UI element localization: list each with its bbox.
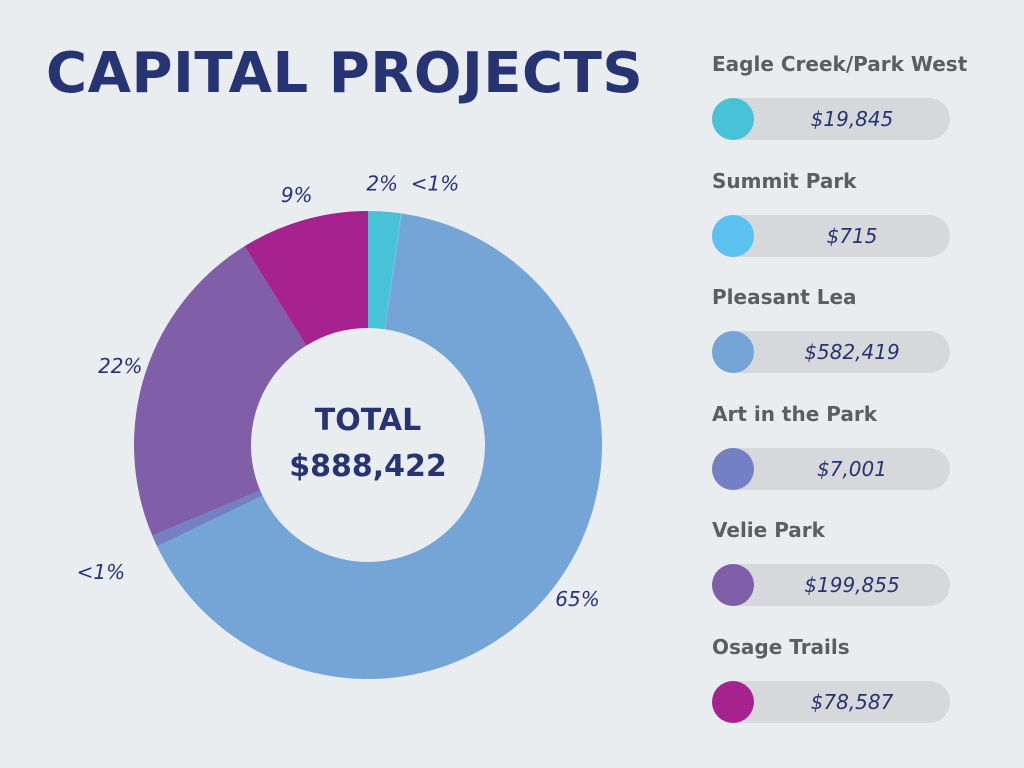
legend-amount-pill: $7,001 [712, 447, 950, 490]
donut-slice [152, 490, 263, 547]
legend-amount: $7,001 [817, 456, 887, 481]
slice-percent-label: <1% [411, 172, 460, 196]
donut-slice [133, 246, 307, 536]
legend-item: Art in the Park $7,001 [712, 396, 992, 513]
legend-item-name: Eagle Creek/Park West [712, 52, 968, 76]
legend-amount: $19,845 [810, 107, 894, 131]
legend: Eagle Creek/Park West $19,845 Summit Park $… [712, 46, 992, 746]
legend-item-name: Pleasant Lea [712, 285, 857, 310]
legend-color-dot [712, 564, 754, 607]
donut-slice [157, 213, 603, 679]
donut-slice [384, 213, 402, 330]
legend-item-name: Velie Park [712, 518, 825, 543]
legend-amount-pill: $199,855 [712, 564, 950, 607]
legend-item: Eagle Creek/Park West $19,845 [712, 46, 992, 163]
legend-amount-pill: $78,587 [712, 680, 950, 723]
slice-percent-label: 65% [555, 587, 599, 611]
legend-color-dot [712, 98, 754, 140]
total-value: $888,422 [289, 449, 447, 484]
legend-color-dot [712, 680, 754, 723]
slice-percent-label: <1% [77, 560, 126, 584]
legend-amount: $715 [826, 223, 878, 248]
legend-amount-pill: $582,419 [712, 331, 950, 374]
legend-item-name: Summit Park [712, 168, 857, 193]
legend-amount: $582,419 [804, 340, 900, 365]
legend-amount-pill: $715 [712, 214, 950, 257]
slice-percent-label: 2% [366, 172, 398, 196]
legend-item: Pleasant Lea $582,419 [712, 279, 992, 396]
legend-amount: $78,587 [810, 689, 894, 714]
legend-item: Osage Trails $78,587 [712, 629, 992, 746]
legend-color-dot [712, 447, 754, 490]
donut-slice [368, 211, 401, 330]
total-label: TOTAL [315, 403, 421, 438]
legend-amount: $199,855 [804, 573, 900, 598]
legend-color-dot [712, 331, 754, 374]
legend-amount-pill: $19,845 [712, 98, 950, 140]
slice-percent-label: 22% [98, 354, 142, 378]
legend-item: Velie Park $199,855 [712, 512, 992, 629]
legend-color-dot [712, 214, 754, 257]
legend-item-name: Osage Trails [712, 634, 850, 659]
donut-chart: 2% <1% 65% <1% 22% 9% TOTAL $888,422 [77, 172, 603, 679]
slice-percent-label: 9% [281, 183, 313, 207]
legend-item-name: Art in the Park [712, 401, 878, 426]
legend-item: Summit Park $715 [712, 163, 992, 280]
donut-slice [244, 211, 368, 346]
page-title: CAPITAL PROJECTS [46, 41, 644, 106]
